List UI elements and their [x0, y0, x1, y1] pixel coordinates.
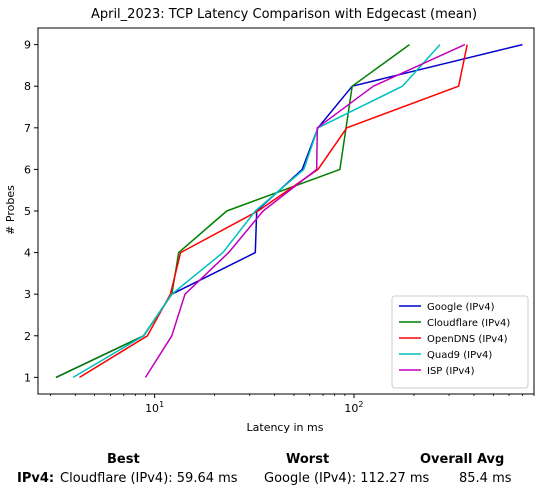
- best-value: Cloudflare (IPv4): 59.64 ms: [60, 471, 238, 486]
- y-tick-label: 4: [24, 247, 31, 260]
- y-tick-label: 8: [24, 80, 31, 93]
- legend-label: OpenDNS (IPv4): [427, 334, 508, 345]
- y-axis-label: # Probes: [4, 185, 17, 235]
- y-tick-label: 2: [24, 330, 31, 343]
- chart-title: April_2023: TCP Latency Comparison with …: [91, 7, 477, 22]
- legend-label: ISP (IPv4): [427, 366, 475, 377]
- y-tick-label: 6: [24, 163, 31, 176]
- y-tick-label: 1: [24, 371, 31, 384]
- summary-table: Best Worst Overall Avg IPv4: Cloudflare …: [0, 450, 541, 496]
- series-line-isp-ipv4: [144, 43, 466, 378]
- series-line-opendns-ipv4: [79, 44, 468, 379]
- y-tick-label: 7: [24, 122, 31, 135]
- legend-label: Cloudflare (IPv4): [427, 318, 510, 329]
- plot-area: 101 102 1 2 3 4 5 6 7 8 9 Google (IPv4) Cloudflare (…: [24, 27, 535, 415]
- y-tick-label: 3: [24, 288, 31, 301]
- legend-label: Quad9 (IPv4): [427, 350, 492, 361]
- row-label-text: IPv4: [17, 471, 49, 486]
- series-line-quad9-ipv4: [72, 44, 441, 379]
- y-tick-label: 5: [24, 205, 31, 218]
- overall-avg-header: Overall Avg: [420, 452, 505, 467]
- legend-box: [391, 295, 529, 389]
- avg-value: 85.4 ms: [459, 471, 512, 486]
- series-line-cloudflare-ipv4: [55, 43, 410, 379]
- summary-row-label: IPv4:: [17, 471, 55, 486]
- latency-chart: April_2023: TCP Latency Comparison with …: [4, 7, 535, 434]
- x-tick-label: 101: [145, 400, 164, 415]
- y-tick-label: 9: [24, 39, 31, 52]
- best-header: Best: [107, 452, 140, 467]
- worst-value: Google (IPv4): 112.27 ms: [264, 471, 430, 486]
- worst-header: Worst: [286, 452, 330, 467]
- x-tick-label: 102: [344, 400, 363, 415]
- x-axis-label: Latency in ms: [247, 421, 324, 434]
- legend-label: Google (IPv4): [427, 302, 495, 313]
